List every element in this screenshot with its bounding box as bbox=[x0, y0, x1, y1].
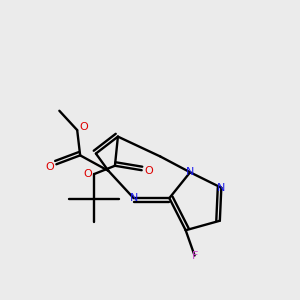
Text: N: N bbox=[217, 183, 226, 193]
Text: O: O bbox=[79, 122, 88, 132]
Text: O: O bbox=[46, 162, 54, 172]
Text: N: N bbox=[130, 193, 138, 203]
Text: O: O bbox=[144, 166, 153, 176]
Text: N: N bbox=[186, 167, 194, 177]
Text: F: F bbox=[191, 250, 198, 260]
Text: O: O bbox=[83, 169, 92, 179]
